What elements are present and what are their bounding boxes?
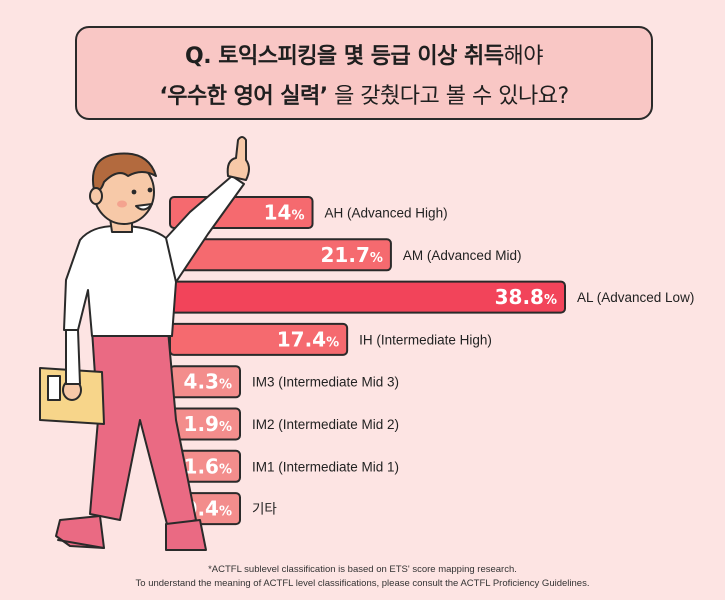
question-line-2-rest: 을 갖췄다고 볼 수 있나요?: [327, 84, 569, 109]
bar-value-label: 14%: [264, 201, 305, 225]
footnote-line-2: To understand the meaning of ACTFL level…: [135, 578, 590, 589]
bar: [169, 322, 349, 356]
bar-value-number: 38.8: [495, 285, 544, 309]
question-line-1: Q. 토익스피킹을 몇 등급 이상 취득해야: [77, 38, 651, 70]
bar-value-unit: %: [219, 420, 232, 435]
bar-value-unit: %: [544, 293, 557, 308]
bar-value-unit: %: [326, 335, 339, 350]
bar-value-unit: %: [219, 462, 232, 477]
bar-value-label: 21.7%: [321, 243, 383, 267]
bar-value-unit: %: [291, 209, 304, 224]
category-label: AM (Advanced Mid): [403, 248, 522, 263]
bar-value-number: 4.3: [184, 370, 219, 394]
bar-value-label: 1.9%: [184, 412, 232, 436]
category-label: AH (Advanced High): [325, 206, 448, 221]
question-box: Q. 토익스피킹을 몇 등급 이상 취득해야 ‘우수한 영어 실력’ 을 갖췄다…: [75, 26, 653, 120]
bar-value-unit: %: [370, 251, 383, 266]
question-line-2-bold: ‘우수한 영어 실력’: [159, 84, 328, 109]
footnote-line-1: *ACTFL sublevel classification is based …: [208, 564, 517, 575]
question-line-1-bold: Q. 토익스피킹을 몇 등급 이상 취득: [185, 44, 504, 69]
bar-value-number: 1.6: [184, 454, 219, 478]
bar-value-number: 14: [264, 201, 292, 225]
bars-layer: 14% AH (Advanced High) 21.7% AM (Advanced M…: [169, 196, 694, 526]
bar-value-label: 17.4%: [277, 327, 339, 351]
bar-value-number: 21.7: [321, 243, 370, 267]
category-label: IM1 (Intermediate Mid 1): [252, 459, 399, 474]
bar-value-unit: %: [219, 505, 232, 520]
category-label: 기타: [252, 502, 277, 517]
bar-value-unit: %: [219, 378, 232, 393]
category-label: AL (Advanced Low): [577, 290, 694, 305]
category-label: IH (Intermediate High): [359, 332, 492, 347]
category-label: IM3 (Intermediate Mid 3): [252, 375, 399, 390]
bar-value-label: 38.8%: [495, 285, 557, 309]
category-label: IM2 (Intermediate Mid 2): [252, 417, 399, 432]
question-line-1-rest: 해야: [503, 44, 544, 69]
person-illustration: [39, 136, 250, 551]
bar-value-label: 1.6%: [184, 454, 232, 478]
bar-value-label: 4.3%: [184, 370, 232, 394]
footnote: *ACTFL sublevel classification is based …: [0, 563, 725, 591]
bar-value-number: 17.4: [277, 327, 326, 351]
question-line-2: ‘우수한 영어 실력’ 을 갖췄다고 볼 수 있나요?: [77, 78, 651, 110]
bar-value-number: 1.9: [184, 412, 219, 436]
